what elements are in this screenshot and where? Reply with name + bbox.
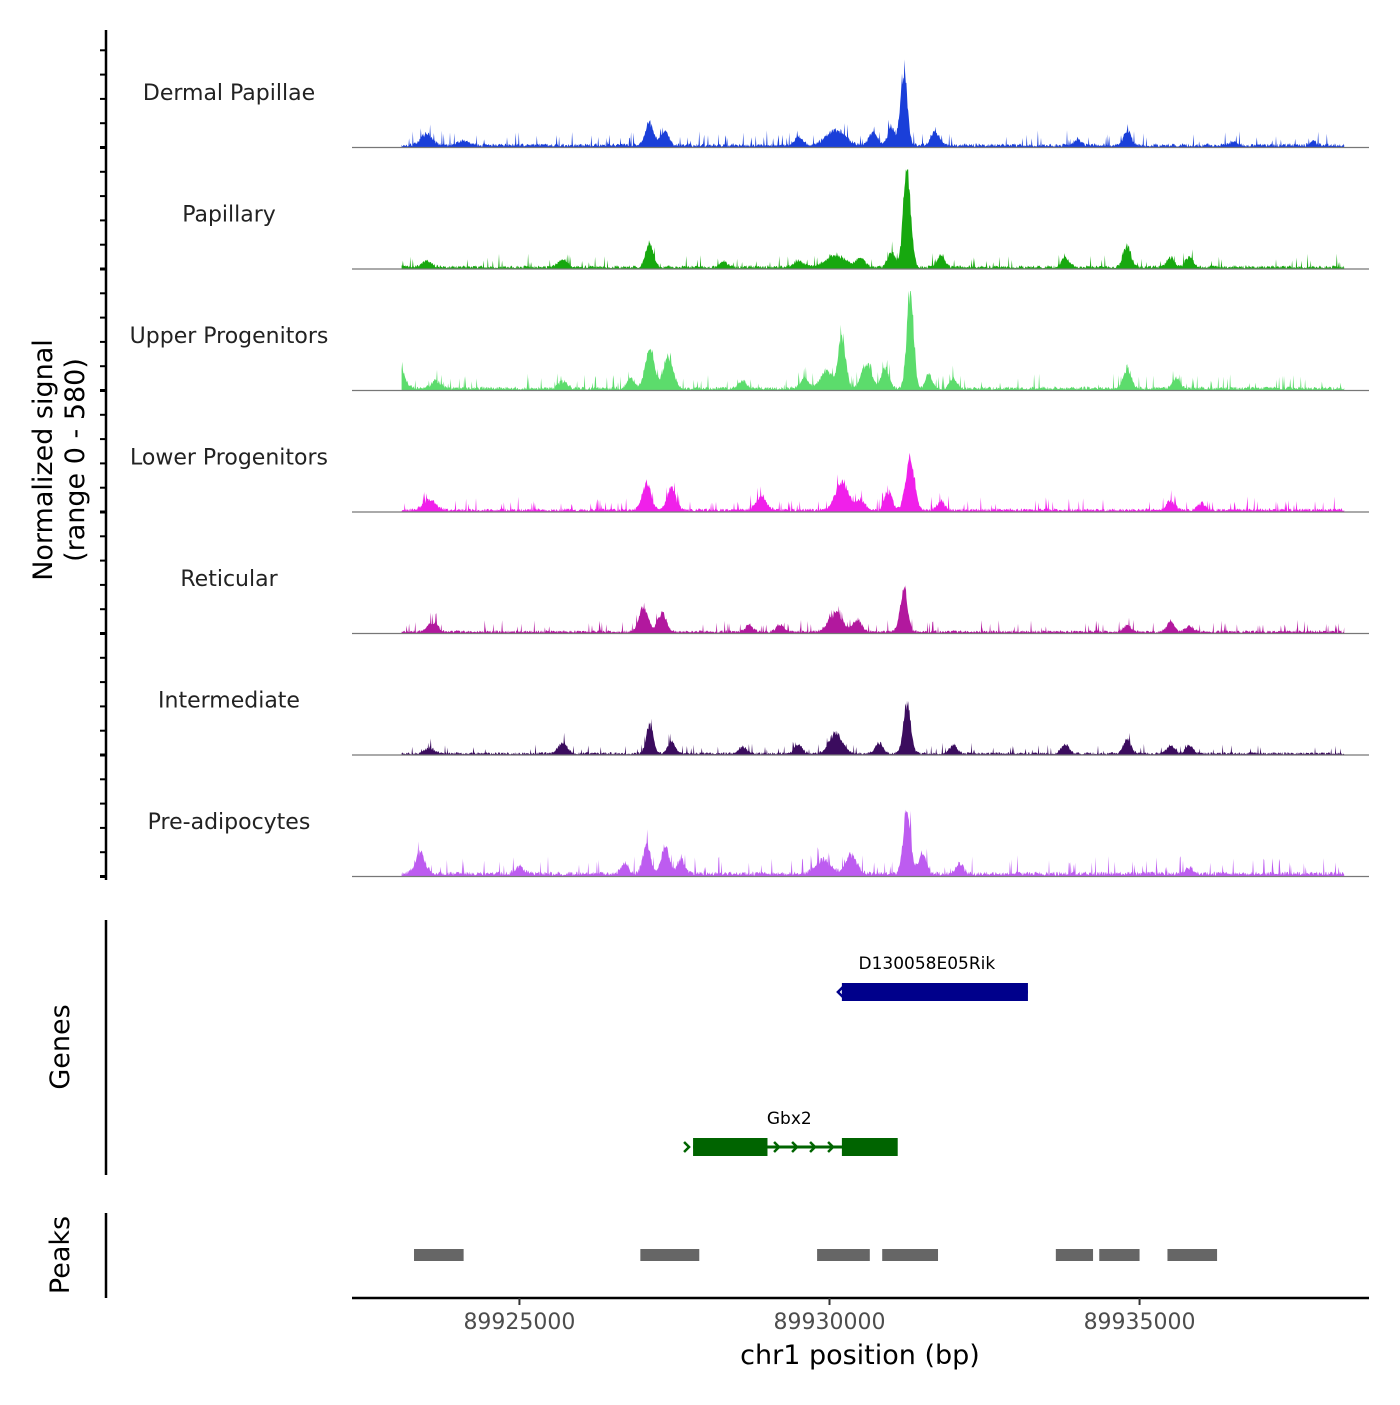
- track-label-2: Upper Progenitors: [130, 324, 329, 349]
- coverage-track-2: Upper Progenitors: [130, 291, 1369, 392]
- peak-region-1: [640, 1249, 700, 1261]
- strand-chevron: [683, 1141, 691, 1153]
- coverage-signal-5: [401, 700, 1345, 755]
- track-label-6: Pre-adipocytes: [148, 810, 311, 835]
- coverage-y-ticks: [100, 49, 106, 878]
- track-label-1: Papillary: [182, 203, 276, 228]
- x-tick-label-2: 89935000: [1084, 1310, 1196, 1335]
- peak-regions: [414, 1249, 1218, 1261]
- track-label-3: Lower Progenitors: [130, 446, 328, 471]
- gene-label-0: D130058E05Rik: [859, 954, 996, 974]
- peak-region-3: [882, 1249, 939, 1261]
- x-tick-label-1: 89930000: [774, 1310, 886, 1335]
- coverage-signal-1: [401, 169, 1345, 269]
- track-label-5: Intermediate: [158, 689, 300, 714]
- coverage-signal-6: [401, 809, 1345, 877]
- strand-chevron: [791, 1141, 799, 1153]
- x-axis-title: chr1 position (bp): [740, 1340, 980, 1371]
- genes-panel-label: Genes: [45, 1004, 76, 1089]
- strand-chevron: [809, 1141, 817, 1153]
- gene-0: D130058E05Rik: [836, 954, 1028, 1001]
- peak-region-5: [1099, 1249, 1140, 1261]
- coverage-track-4: Reticular: [180, 567, 1369, 635]
- coverage-track-5: Intermediate: [158, 689, 1369, 756]
- y-axis-title: Normalized signal (range 0 - 580): [28, 339, 91, 581]
- coverage-signal-0: [401, 59, 1345, 148]
- y-axis-title-line2: (range 0 - 580): [60, 358, 91, 562]
- x-axis-ticks: 89925000 89930000 89935000: [463, 1298, 1196, 1335]
- gene-exon-0-0: [841, 983, 1028, 1001]
- coverage-track-3: Lower Progenitors: [130, 446, 1369, 513]
- gene-exon-1-1: [841, 1138, 898, 1156]
- peak-region-4: [1055, 1249, 1094, 1261]
- gene-label-1: Gbx2: [767, 1109, 812, 1129]
- coverage-tracks: Dermal Papillae Papillary Upper Progenitor…: [130, 59, 1369, 878]
- peaks-panel-label: Peaks: [45, 1216, 76, 1294]
- coverage-signal-4: [401, 585, 1345, 634]
- gene-annotations: D130058E05Rik Gbx2: [683, 954, 1028, 1156]
- coverage-signal-2: [401, 291, 1345, 391]
- strand-chevron: [827, 1141, 835, 1153]
- track-label-0: Dermal Papillae: [143, 81, 315, 106]
- coverage-signal-3: [401, 452, 1345, 512]
- peak-region-0: [414, 1249, 464, 1261]
- peak-region-6: [1167, 1249, 1218, 1261]
- coverage-track-6: Pre-adipocytes: [148, 809, 1369, 878]
- track-label-4: Reticular: [180, 567, 278, 592]
- y-axis-title-line1: Normalized signal: [28, 339, 59, 581]
- x-tick-label-0: 89925000: [463, 1310, 575, 1335]
- coverage-track-0: Dermal Papillae: [143, 59, 1369, 149]
- strand-chevron: [836, 986, 844, 998]
- peak-region-2: [817, 1249, 870, 1261]
- gene-1: Gbx2: [683, 1109, 898, 1156]
- coverage-track-1: Papillary: [182, 169, 1369, 270]
- strand-chevron: [773, 1141, 781, 1153]
- gene-exon-1-0: [693, 1138, 768, 1156]
